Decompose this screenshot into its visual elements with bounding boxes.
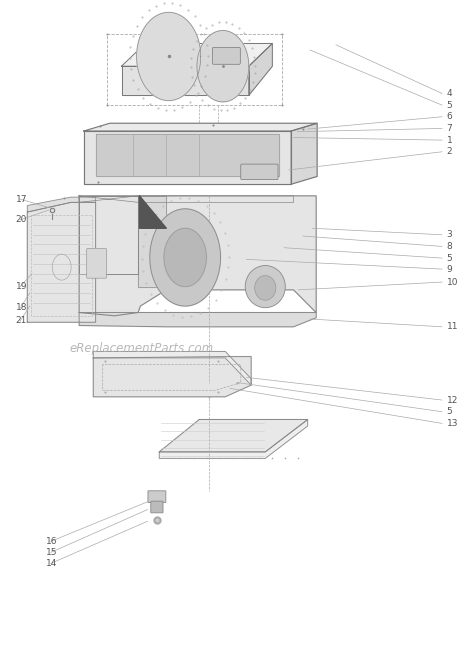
- Polygon shape: [121, 44, 273, 66]
- Polygon shape: [79, 196, 138, 273]
- Text: 3: 3: [447, 230, 453, 240]
- Polygon shape: [27, 202, 96, 322]
- Text: 7: 7: [447, 124, 453, 133]
- Text: 12: 12: [447, 396, 458, 404]
- Polygon shape: [291, 123, 317, 184]
- Text: 6: 6: [447, 112, 453, 121]
- Polygon shape: [93, 357, 251, 397]
- Text: 16: 16: [46, 537, 58, 546]
- Polygon shape: [79, 196, 316, 316]
- Text: 5: 5: [447, 254, 453, 262]
- Polygon shape: [164, 229, 206, 286]
- FancyBboxPatch shape: [148, 491, 166, 503]
- Polygon shape: [249, 44, 273, 96]
- FancyBboxPatch shape: [151, 501, 163, 513]
- Text: 20: 20: [16, 215, 27, 225]
- Text: 14: 14: [46, 559, 57, 568]
- Text: 13: 13: [447, 419, 458, 428]
- FancyBboxPatch shape: [87, 249, 107, 278]
- Text: 9: 9: [447, 264, 453, 273]
- Text: 19: 19: [16, 282, 27, 291]
- Polygon shape: [84, 131, 291, 184]
- Polygon shape: [84, 123, 317, 131]
- Text: 11: 11: [447, 322, 458, 331]
- Polygon shape: [159, 419, 308, 452]
- Polygon shape: [139, 196, 166, 229]
- Polygon shape: [79, 312, 316, 327]
- Polygon shape: [159, 419, 308, 458]
- Polygon shape: [137, 12, 201, 100]
- FancyBboxPatch shape: [241, 164, 278, 180]
- Text: 5: 5: [447, 101, 453, 109]
- Text: 5: 5: [447, 408, 453, 416]
- Ellipse shape: [255, 275, 276, 300]
- Text: 10: 10: [447, 277, 458, 286]
- Polygon shape: [138, 196, 166, 286]
- Text: 21: 21: [16, 316, 27, 326]
- Polygon shape: [150, 209, 220, 306]
- Text: 1: 1: [447, 135, 453, 145]
- Polygon shape: [93, 352, 251, 385]
- Text: 2: 2: [447, 147, 452, 156]
- FancyBboxPatch shape: [212, 48, 240, 64]
- Polygon shape: [121, 66, 249, 96]
- Polygon shape: [96, 134, 279, 176]
- Text: 4: 4: [447, 89, 452, 98]
- Text: eReplacementParts.com: eReplacementParts.com: [70, 342, 214, 355]
- Text: 15: 15: [46, 548, 58, 557]
- Polygon shape: [79, 196, 293, 202]
- Polygon shape: [27, 197, 96, 212]
- Text: 8: 8: [447, 242, 453, 251]
- Text: 17: 17: [16, 195, 27, 204]
- Ellipse shape: [245, 266, 285, 308]
- Text: 18: 18: [16, 303, 27, 312]
- Polygon shape: [197, 31, 249, 102]
